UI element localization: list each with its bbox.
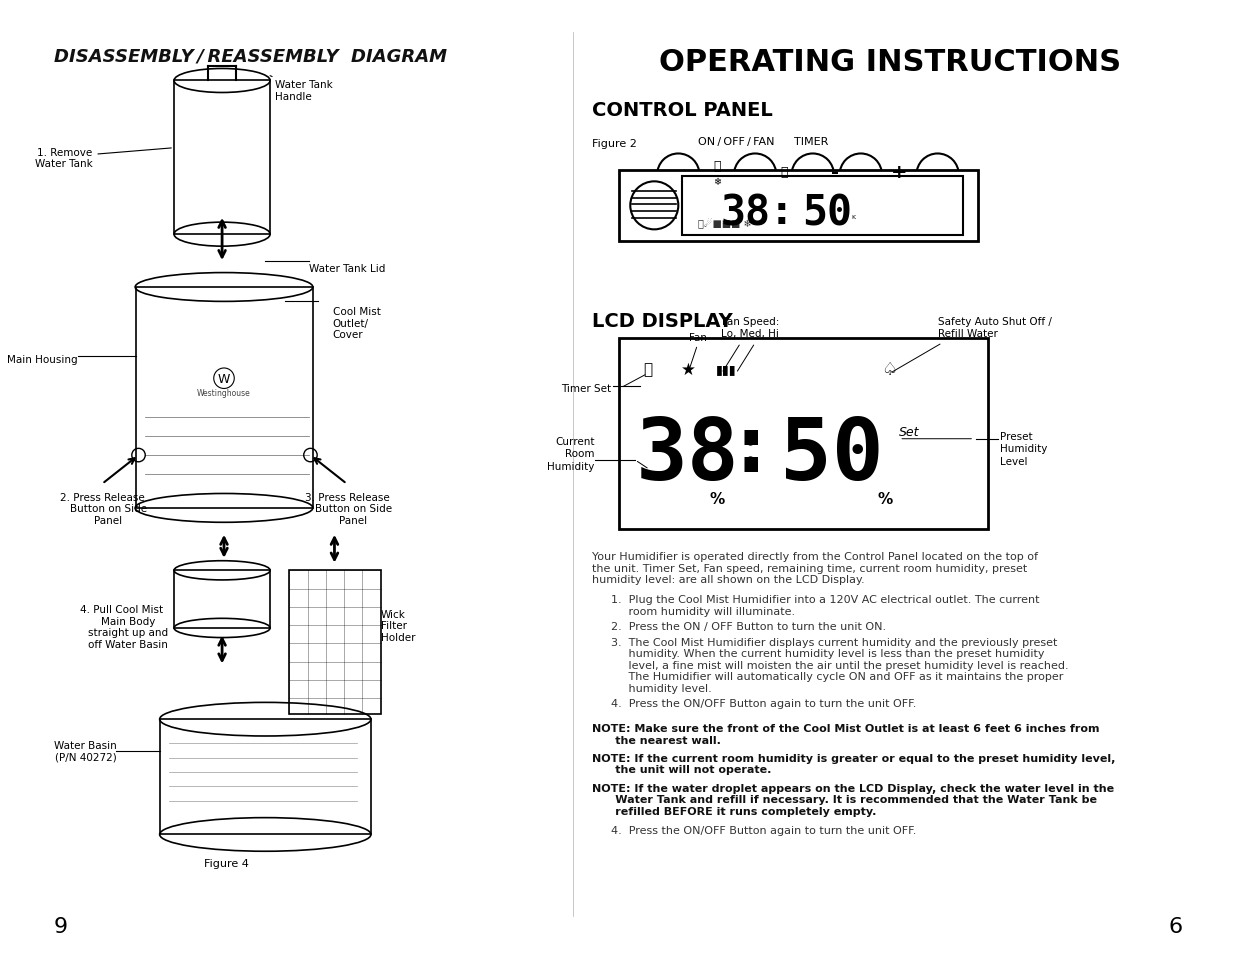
Text: -: - [831, 163, 839, 182]
Text: 38: 38 [720, 192, 771, 233]
Text: 2. Press Release
    Button on Side
    Panel: 2. Press Release Button on Side Panel [57, 492, 147, 525]
Bar [289, 571, 380, 715]
Text: 4. Pull Cool Mist
    Main Body
    straight up and
    off Water Basin: 4. Pull Cool Mist Main Body straight up … [74, 604, 168, 649]
Text: 4.  Press the ON/OFF Button again to turn the unit OFF.: 4. Press the ON/OFF Button again to turn… [611, 699, 916, 708]
Text: Westinghouse: Westinghouse [198, 389, 251, 397]
Text: 3.  The Cool Mist Humidifier displays current humidity and the previously preset: 3. The Cool Mist Humidifier displays cur… [611, 637, 1068, 693]
Text: Room: Room [566, 449, 595, 458]
Text: Your Humidifier is operated directly from the Control Panel located on the top o: Your Humidifier is operated directly fro… [592, 552, 1037, 585]
Text: Water Tank Lid: Water Tank Lid [309, 263, 385, 274]
Text: Water Tank
Handle: Water Tank Handle [270, 76, 332, 102]
Text: Humidity: Humidity [1000, 444, 1047, 454]
Text: Figure 2: Figure 2 [592, 139, 637, 149]
Bar [136, 288, 314, 508]
Text: CONTROL PANEL: CONTROL PANEL [592, 101, 773, 119]
Text: Fan: Fan [689, 333, 706, 343]
Text: NOTE: If the water droplet appears on the LCD Display, check the water level in : NOTE: If the water droplet appears on th… [592, 782, 1114, 816]
Text: Safety Auto Shut Off /: Safety Auto Shut Off / [937, 316, 1051, 327]
Text: Lo, Med, Hi: Lo, Med, Hi [721, 329, 779, 339]
Text: ON / OFF / FAN: ON / OFF / FAN [698, 137, 774, 147]
Text: Level: Level [1000, 456, 1028, 466]
Text: Water Basin
(P/N 40272): Water Basin (P/N 40272) [53, 740, 116, 761]
Text: %: % [877, 491, 893, 506]
Text: Main Housing: Main Housing [7, 355, 78, 365]
Text: Humidity: Humidity [547, 461, 595, 471]
Text: Cool Mist
Outlet/
Cover: Cool Mist Outlet/ Cover [332, 307, 380, 340]
Text: 2.  Press the ON / OFF Button to turn the unit ON.: 2. Press the ON / OFF Button to turn the… [611, 621, 887, 632]
Text: ▮▮▮: ▮▮▮ [716, 363, 736, 375]
Text: Timer Set: Timer Set [561, 383, 611, 394]
Text: 38: 38 [636, 415, 740, 497]
Text: 1.  Plug the Cool Mist Humidifier into a 120V AC electrical outlet. The current
: 1. Plug the Cool Mist Humidifier into a … [611, 595, 1040, 617]
Text: OPERATING INSTRUCTIONS: OPERATING INSTRUCTIONS [658, 48, 1120, 77]
Text: 4.  Press the ON/OFF Button again to turn the unit OFF.: 4. Press the ON/OFF Button again to turn… [611, 825, 916, 835]
Text: :: : [735, 414, 766, 488]
Text: Preset: Preset [1000, 432, 1032, 441]
Text: ⏱: ⏱ [643, 362, 652, 376]
Text: ⏱☄■■■ ❄: ⏱☄■■■ ❄ [698, 218, 751, 229]
Text: TIMER: TIMER [794, 137, 827, 147]
Text: 1. Remove
    Water Tank: 1. Remove Water Tank [22, 148, 172, 169]
Text: ⏻: ⏻ [713, 159, 720, 172]
Text: W: W [217, 373, 230, 385]
Text: Refill Water: Refill Water [937, 329, 998, 339]
FancyBboxPatch shape [619, 171, 978, 242]
Text: Figure 4: Figure 4 [205, 859, 249, 868]
Bar [174, 571, 270, 628]
Text: Wick
Filter
Holder: Wick Filter Holder [380, 609, 415, 642]
Text: ★: ★ [680, 360, 695, 378]
Text: NOTE: Make sure the front of the Cool Mist Outlet is at least 6 feet 6 inches fr: NOTE: Make sure the front of the Cool Mi… [592, 723, 1099, 745]
Text: ᴷ: ᴷ [851, 214, 855, 225]
Text: NOTE: If the current room humidity is greater or equal to the preset humidity le: NOTE: If the current room humidity is gr… [592, 753, 1115, 775]
Bar [159, 720, 370, 835]
Text: 9: 9 [54, 916, 68, 936]
Text: ⏱: ⏱ [781, 166, 788, 179]
Text: DISASSEMBLY / REASSEMBLY  DIAGRAM: DISASSEMBLY / REASSEMBLY DIAGRAM [54, 48, 447, 66]
Text: ❄: ❄ [713, 177, 721, 187]
Text: ♤: ♤ [882, 360, 898, 378]
FancyBboxPatch shape [619, 338, 988, 530]
Bar [174, 81, 270, 234]
Text: LCD DISPLAY: LCD DISPLAY [592, 312, 732, 331]
Text: 3. Press Release
    Button on Side
    Panel: 3. Press Release Button on Side Panel [301, 492, 391, 525]
Text: :: : [773, 193, 789, 232]
Text: Current: Current [556, 436, 595, 446]
Text: 50: 50 [803, 192, 852, 233]
Text: +: + [890, 163, 908, 182]
Text: 6: 6 [1168, 916, 1183, 936]
Text: %: % [709, 491, 725, 506]
Text: Set: Set [899, 425, 920, 438]
Text: Fan Speed:: Fan Speed: [721, 316, 779, 327]
Text: 50: 50 [781, 415, 884, 497]
FancyBboxPatch shape [682, 176, 962, 236]
